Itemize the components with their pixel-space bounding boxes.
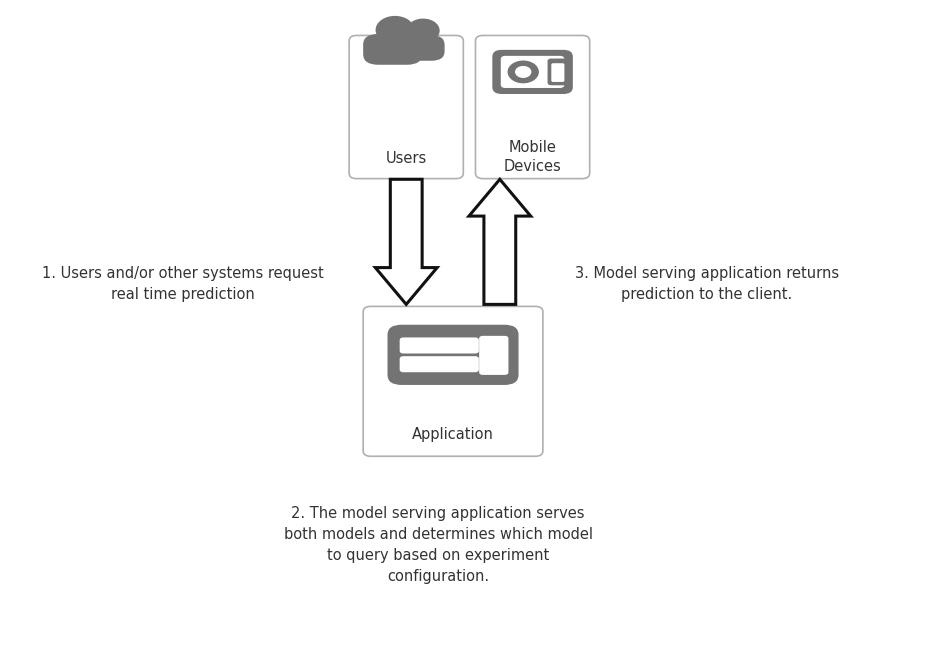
Text: 2. The model serving application serves
both models and determines which model
t: 2. The model serving application serves … xyxy=(284,506,592,584)
FancyBboxPatch shape xyxy=(501,56,564,88)
FancyBboxPatch shape xyxy=(400,356,479,372)
Polygon shape xyxy=(375,179,437,304)
FancyBboxPatch shape xyxy=(363,34,422,65)
Circle shape xyxy=(376,17,414,43)
Text: 3. Model serving application returns
prediction to the client.: 3. Model serving application returns pre… xyxy=(575,266,839,302)
Text: 1. Users and/or other systems request
real time prediction: 1. Users and/or other systems request re… xyxy=(41,266,324,302)
FancyBboxPatch shape xyxy=(349,35,463,179)
FancyBboxPatch shape xyxy=(363,306,543,456)
Text: Mobile
Devices: Mobile Devices xyxy=(504,140,562,174)
Text: Users: Users xyxy=(386,151,427,166)
FancyBboxPatch shape xyxy=(479,336,508,375)
FancyBboxPatch shape xyxy=(400,35,445,61)
Polygon shape xyxy=(469,179,531,304)
FancyBboxPatch shape xyxy=(551,64,564,82)
FancyBboxPatch shape xyxy=(388,324,519,385)
Circle shape xyxy=(508,62,538,82)
FancyBboxPatch shape xyxy=(475,35,590,179)
FancyBboxPatch shape xyxy=(400,337,479,353)
Text: Application: Application xyxy=(412,427,494,442)
FancyBboxPatch shape xyxy=(548,59,568,85)
Circle shape xyxy=(407,19,439,42)
FancyBboxPatch shape xyxy=(492,50,573,94)
Circle shape xyxy=(516,67,531,77)
